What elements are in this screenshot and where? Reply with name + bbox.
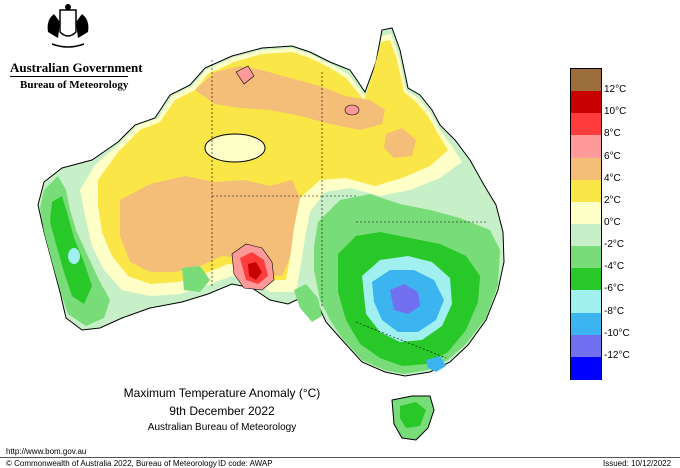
legend-swatch bbox=[571, 113, 601, 137]
legend-swatch bbox=[571, 135, 601, 159]
legend-label: 10°C bbox=[604, 106, 627, 118]
legend-label: -2°C bbox=[604, 239, 625, 251]
footer-divider bbox=[0, 457, 680, 458]
legend-label: 4°C bbox=[604, 172, 621, 184]
government-title: Australian Government bbox=[10, 60, 143, 75]
map-date: 9th December 2022 bbox=[169, 404, 275, 418]
id-code: ID code: AWAP bbox=[218, 459, 273, 468]
legend-label: -4°C bbox=[604, 261, 625, 273]
legend-label: -6°C bbox=[604, 283, 625, 295]
map-title: Maximum Temperature Anomaly (°C) bbox=[123, 386, 321, 400]
legend-swatch bbox=[571, 290, 601, 314]
anomaly-zone-minus6c-west bbox=[68, 248, 80, 264]
anomaly-zone-8c-east bbox=[344, 104, 360, 116]
legend-label: 6°C bbox=[604, 150, 621, 162]
legend-swatch bbox=[571, 246, 601, 270]
anomaly-zone-minus6c-victoria bbox=[426, 356, 446, 372]
anomaly-zone-8c-north bbox=[235, 65, 255, 85]
legend-label: 8°C bbox=[604, 128, 621, 140]
anomaly-zone-6c-central bbox=[120, 176, 300, 276]
legend-swatch bbox=[571, 268, 601, 292]
coat-of-arms-logo bbox=[38, 2, 98, 57]
legend-swatch bbox=[571, 69, 601, 92]
legend-swatch bbox=[571, 201, 601, 225]
legend-swatch bbox=[571, 157, 601, 181]
anomaly-zone-minus2c-sw bbox=[182, 266, 210, 292]
legend-swatch bbox=[571, 179, 601, 203]
anomaly-zone-2c-island bbox=[204, 133, 266, 163]
legend-swatch bbox=[571, 356, 601, 380]
state-border-nsw-vic bbox=[355, 321, 447, 359]
map-source: Australian Bureau of Meteorology bbox=[147, 422, 297, 433]
legend-label: 2°C bbox=[604, 194, 621, 206]
legend-swatch bbox=[571, 224, 601, 247]
color-legend bbox=[570, 68, 602, 380]
legend-label: 0°C bbox=[604, 217, 621, 228]
legend-label: -10°C bbox=[604, 327, 630, 339]
legend-swatch bbox=[571, 334, 601, 358]
bom-website-link[interactable]: http://www.bom.gov.au bbox=[6, 447, 87, 456]
copyright-notice: © Commonwealth of Australia 2022, Bureau… bbox=[6, 459, 217, 468]
anomaly-zone-minus2c-eyre bbox=[294, 284, 322, 322]
legend-label: -8°C bbox=[604, 305, 625, 317]
tasmania-minus4c bbox=[400, 402, 426, 428]
header-divider bbox=[10, 76, 128, 77]
issued-date: Issued: 10/12/2022 bbox=[603, 459, 672, 468]
legend-label: -12°C bbox=[604, 349, 630, 361]
legend-swatch bbox=[571, 312, 601, 336]
bureau-title: Bureau of Meteorology bbox=[20, 79, 129, 91]
anomaly-zone-minus10c-east bbox=[390, 284, 420, 314]
anomaly-zone-6c-east bbox=[384, 128, 416, 158]
anomaly-zone-12c-sa bbox=[248, 262, 262, 280]
legend-label: 12°C bbox=[604, 84, 627, 96]
legend-swatch bbox=[571, 91, 601, 115]
